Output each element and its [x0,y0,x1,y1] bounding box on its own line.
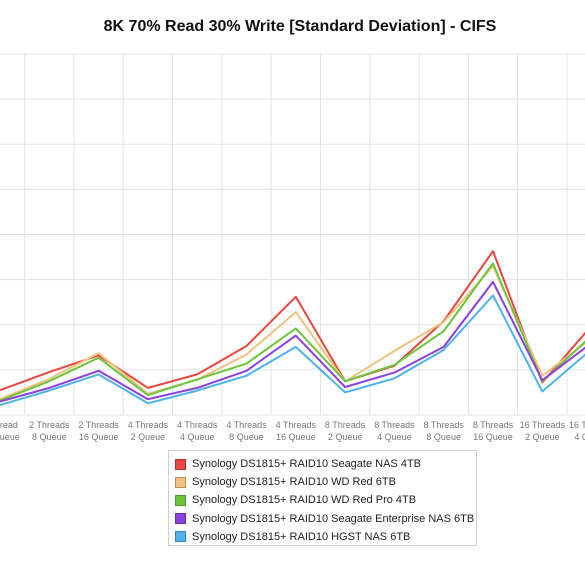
x-tick-label: 1 Thread16 Queue [0,420,20,442]
legend-swatch [175,476,186,488]
x-tick-label: 2 Threads 8 Queue [29,420,70,442]
legend-swatch [175,458,186,470]
legend-swatch [175,513,186,525]
legend-item[interactable]: Synology DS1815+ RAID10 Seagate Enterpri… [175,510,476,528]
x-tick-label: 4 Threads 16 Queue [276,420,317,442]
x-tick-label: 8 Threads 2 Queue [325,420,366,442]
series-line [0,294,585,407]
chart-title: 8K 70% Read 30% Write [Standard Deviatio… [103,18,497,35]
x-tick-label: 16 Threads 2 Queue [520,420,566,442]
legend-item[interactable]: Synology DS1815+ RAID10 HGST NAS 6TB [175,528,476,546]
legend-item[interactable]: Synology DS1815+ RAID10 WD Red Pro 4TB [175,491,476,509]
legend-label: Synology DS1815+ RAID10 Seagate NAS 4TB [192,458,421,471]
legend: Synology DS1815+ RAID10 Seagate NAS 4TB … [168,450,477,546]
x-tick-label: 4 Threads 4 Queue [177,420,218,442]
legend-item[interactable]: Synology DS1815+ RAID10 WD Red 6TB [175,473,476,491]
series-line [0,250,585,392]
legend-item[interactable]: Synology DS1815+ RAID10 Seagate NAS 4TB [175,455,476,473]
x-tick-label: 4 Threads 2 Queue [128,420,169,442]
x-tick-label: 8 Threads 16 Queue [473,420,514,442]
series-line [0,280,585,403]
legend-label: Synology DS1815+ RAID10 Seagate Enterpri… [192,512,475,525]
x-tick-label: 8 Threads 8 Queue [424,420,465,442]
series-line [0,265,585,401]
x-tick-label: 8 Threads 4 Queue [374,420,415,442]
x-tick-label: 4 Threads 8 Queue [226,420,267,442]
legend-swatch [175,494,186,506]
legend-swatch [175,531,186,543]
legend-label: Synology DS1815+ RAID10 WD Red 6TB [192,476,396,489]
x-tick-label: 2 Threads 16 Queue [78,420,119,442]
legend-label: Synology DS1815+ RAID10 HGST NAS 6TB [192,530,411,543]
legend-label: Synology DS1815+ RAID10 WD Red Pro 4TB [192,494,417,507]
series-line [0,262,585,402]
